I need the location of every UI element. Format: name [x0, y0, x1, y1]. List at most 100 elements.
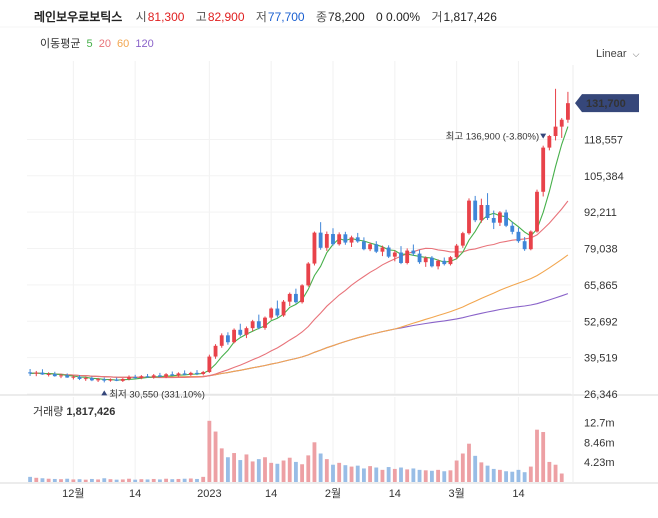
candle-up[interactable]: [244, 326, 249, 339]
candle-up[interactable]: [108, 378, 113, 382]
moving-average-legend[interactable]: 이동평균 5 20 60 120: [40, 35, 157, 51]
volume-bar[interactable]: [269, 462, 274, 482]
candle-up[interactable]: [59, 373, 63, 379]
candle-up[interactable]: [120, 378, 125, 382]
volume-bar[interactable]: [225, 457, 230, 482]
volume-bar[interactable]: [250, 461, 255, 482]
volume-bar[interactable]: [349, 466, 354, 482]
candle-up[interactable]: [380, 245, 385, 257]
volume-bar[interactable]: [151, 478, 156, 482]
volume-bar[interactable]: [306, 455, 311, 482]
candle-down[interactable]: [102, 377, 107, 383]
candle-up[interactable]: [497, 211, 502, 227]
volume-bar[interactable]: [460, 453, 465, 482]
volume-bar[interactable]: [442, 471, 447, 482]
candle-down[interactable]: [491, 210, 496, 230]
candle-down[interactable]: [293, 288, 298, 304]
volume-bar[interactable]: [510, 471, 515, 482]
volume-bar[interactable]: [429, 470, 434, 482]
ma60-legend[interactable]: 60: [117, 38, 130, 50]
volume-bar[interactable]: [448, 470, 453, 482]
candle-down[interactable]: [28, 369, 33, 376]
volume-bar[interactable]: [34, 477, 39, 482]
candle-up[interactable]: [176, 372, 181, 377]
candle-up[interactable]: [460, 231, 465, 248]
candle-down[interactable]: [399, 246, 403, 265]
volume-bar[interactable]: [213, 431, 218, 482]
ma120-legend[interactable]: 120: [135, 38, 154, 50]
candle-up[interactable]: [306, 262, 311, 287]
volume-bar[interactable]: [516, 469, 521, 482]
volume-bar[interactable]: [108, 479, 113, 482]
candle-down[interactable]: [510, 221, 515, 235]
candle-up[interactable]: [207, 354, 212, 373]
candle-up[interactable]: [392, 250, 397, 262]
volume-bar[interactable]: [89, 478, 94, 482]
volume-bar[interactable]: [219, 448, 224, 482]
volume-bar[interactable]: [355, 465, 360, 482]
candle-up[interactable]: [219, 333, 224, 348]
volume-bar[interactable]: [256, 459, 261, 482]
volume-bar[interactable]: [40, 478, 45, 482]
candle-down[interactable]: [361, 237, 366, 251]
candle-down[interactable]: [133, 374, 138, 379]
candle-up[interactable]: [553, 88, 558, 141]
candle-up[interactable]: [337, 232, 342, 246]
candle-up[interactable]: [368, 242, 373, 252]
candle-up[interactable]: [96, 377, 101, 382]
candle-down[interactable]: [343, 231, 348, 245]
volume-bar[interactable]: [423, 470, 428, 482]
volume-bar[interactable]: [71, 479, 76, 482]
candle-down[interactable]: [331, 228, 335, 246]
candle-up[interactable]: [188, 371, 193, 376]
volume-bar[interactable]: [361, 468, 366, 482]
volume-bar[interactable]: [293, 461, 298, 482]
candle-up[interactable]: [127, 375, 131, 381]
ma5-legend[interactable]: 5: [86, 38, 93, 50]
volume-bar[interactable]: [454, 460, 459, 482]
volume-bar[interactable]: [238, 460, 243, 482]
volume-bar[interactable]: [528, 466, 533, 482]
candle-up[interactable]: [287, 292, 292, 307]
candle-up[interactable]: [324, 231, 329, 251]
candle-up[interactable]: [423, 256, 428, 267]
volume-bar[interactable]: [96, 479, 101, 482]
candle-down[interactable]: [65, 373, 70, 378]
volume-bar[interactable]: [182, 478, 187, 482]
volume-bar[interactable]: [139, 479, 144, 482]
candle-up[interactable]: [528, 230, 533, 251]
volume-bar[interactable]: [133, 479, 138, 482]
volume-bar[interactable]: [232, 453, 237, 482]
candle-up[interactable]: [535, 189, 539, 233]
volume-bar[interactable]: [195, 478, 199, 482]
candle-down[interactable]: [473, 195, 478, 223]
candle-up[interactable]: [565, 91, 570, 123]
volume-bar[interactable]: [300, 464, 305, 482]
candle-down[interactable]: [89, 376, 94, 382]
candle-down[interactable]: [485, 193, 490, 220]
volume-bar[interactable]: [504, 471, 509, 482]
volume-bar[interactable]: [331, 464, 335, 482]
volume-bar[interactable]: [417, 469, 422, 482]
candle-down[interactable]: [417, 249, 422, 264]
volume-bar[interactable]: [312, 442, 317, 482]
candle-down[interactable]: [170, 371, 175, 376]
candle-down[interactable]: [275, 300, 280, 318]
volume-bar[interactable]: [535, 429, 539, 482]
volume-bar[interactable]: [559, 473, 564, 482]
volume-bar[interactable]: [374, 467, 379, 482]
candle-up[interactable]: [349, 235, 354, 247]
volume-bar[interactable]: [164, 478, 169, 482]
candle-up[interactable]: [281, 299, 286, 317]
volume-bar[interactable]: [46, 478, 51, 482]
volume-bar[interactable]: [522, 472, 527, 482]
candle-up[interactable]: [312, 231, 317, 266]
volume-bar[interactable]: [114, 479, 119, 482]
volume-bar[interactable]: [392, 468, 397, 482]
candle-down[interactable]: [386, 245, 391, 259]
candle-up[interactable]: [71, 375, 76, 380]
candle-down[interactable]: [157, 372, 162, 378]
candle-up[interactable]: [479, 198, 484, 223]
candlestick-series[interactable]: [28, 88, 570, 383]
volume-bar[interactable]: [275, 463, 280, 482]
